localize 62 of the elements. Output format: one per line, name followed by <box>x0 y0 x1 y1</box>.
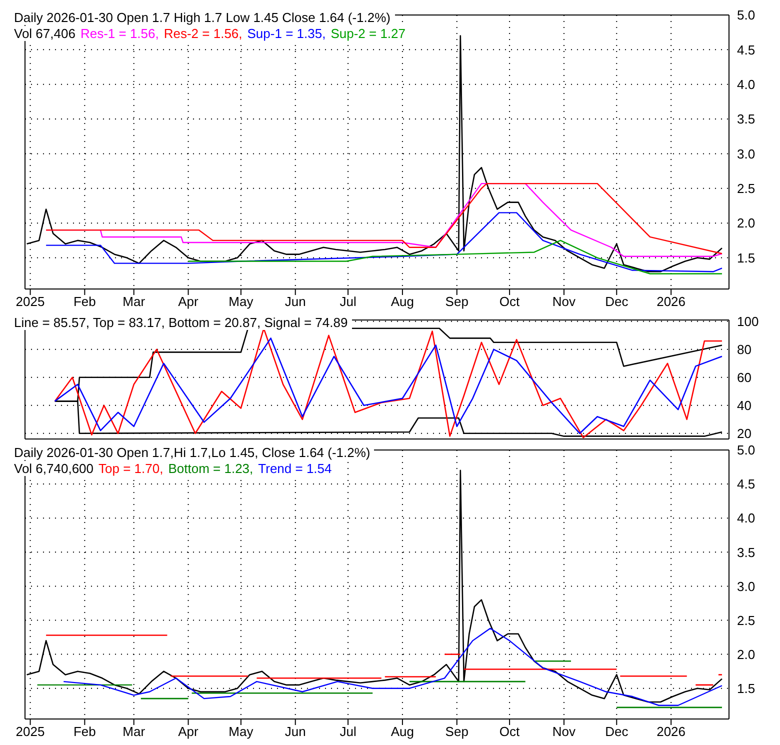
x-tick-label: Apr <box>178 294 200 310</box>
y-tick-label: 5.0 <box>737 8 756 23</box>
text: Res-2 = 1.56, <box>164 26 242 41</box>
line-series <box>188 240 723 274</box>
x-tick-label: Dec <box>605 294 629 310</box>
y-tick-label: 2.0 <box>737 646 756 662</box>
x-tick-label: May <box>228 724 254 740</box>
y-tick-label: 40 <box>737 398 752 414</box>
y-tick-label: 4.5 <box>737 476 756 492</box>
y-tick-label: 1.5 <box>737 250 756 266</box>
x-tick-label: Dec <box>605 724 629 740</box>
x-tick-label: Jun <box>284 294 306 310</box>
x-tick-label: Mar <box>122 724 146 740</box>
y-tick-label: 2.5 <box>737 181 756 196</box>
x-tick-label: Feb <box>73 294 96 310</box>
text: Res-1 = 1.56, <box>80 26 159 41</box>
line-series <box>63 628 723 706</box>
text: Sup-2 = 1.27 <box>330 26 406 41</box>
y-tick-label: 2.5 <box>737 612 756 628</box>
chart-title: Daily 2026-01-30 Open 1.7 High 1.7 Low 1.45 Close 1.64 (-1.2%) <box>14 10 390 25</box>
text: Trend = 1.54 <box>258 461 332 476</box>
x-tick-label: Aug <box>390 294 414 310</box>
x-tick-label: 2026 <box>656 294 686 310</box>
text: Vol 67,406 <box>14 26 76 41</box>
y-tick-label: 1.5 <box>737 680 756 696</box>
x-tick-label: Sep <box>445 294 468 310</box>
y-tick-label: 4.5 <box>737 42 756 58</box>
x-tick-label: Feb <box>73 724 96 740</box>
text: Top = 1.70, <box>98 461 164 476</box>
x-tick-label: Jul <box>340 724 356 740</box>
y-tick-label: 60 <box>737 370 752 386</box>
x-tick-label: Apr <box>178 724 200 740</box>
y-tick-label: 3.0 <box>737 578 756 594</box>
y-tick-label: 80 <box>737 342 752 358</box>
line-series <box>45 212 723 272</box>
y-tick-label: 2.0 <box>737 216 756 231</box>
y-tick-label: 100 <box>737 314 759 330</box>
x-tick-label: 2025 <box>16 294 45 310</box>
x-tick-label: Oct <box>499 724 520 740</box>
text: Sup-1 = 1.35, <box>247 26 326 41</box>
text: Vol 6,740,600 <box>14 461 94 476</box>
x-tick-label: Sep <box>445 724 468 740</box>
y-tick-label: 3.0 <box>737 146 756 162</box>
y-tick-label: 20 <box>737 426 752 442</box>
x-tick-label: 2026 <box>656 724 686 740</box>
y-tick-label: 4.0 <box>737 510 756 526</box>
x-tick-label: Oct <box>499 294 520 310</box>
x-tick-label: Nov <box>552 724 576 740</box>
x-tick-label: Mar <box>122 294 146 310</box>
x-tick-label: Nov <box>552 294 576 310</box>
x-tick-label: Jul <box>340 294 356 310</box>
x-tick-label: Aug <box>390 724 414 740</box>
y-tick-label: 3.5 <box>737 112 756 127</box>
y-tick-label: 4.0 <box>737 76 756 92</box>
text: Bottom = 1.23, <box>168 461 254 476</box>
chart-title: Daily 2026-01-30 Open 1.7,Hi 1.7,Lo 1.45, Close 1.64 (-1.2%) <box>14 445 370 460</box>
chart-title: Line = 85.57, Top = 83.17, Bottom = 20.87, Signal = 74.89 <box>14 315 348 330</box>
y-tick-label: 3.5 <box>737 544 756 560</box>
x-tick-label: Jun <box>284 724 306 740</box>
x-tick-label: May <box>228 294 254 310</box>
x-tick-label: 2025 <box>16 724 45 740</box>
y-tick-label: 5.0 <box>737 442 756 458</box>
